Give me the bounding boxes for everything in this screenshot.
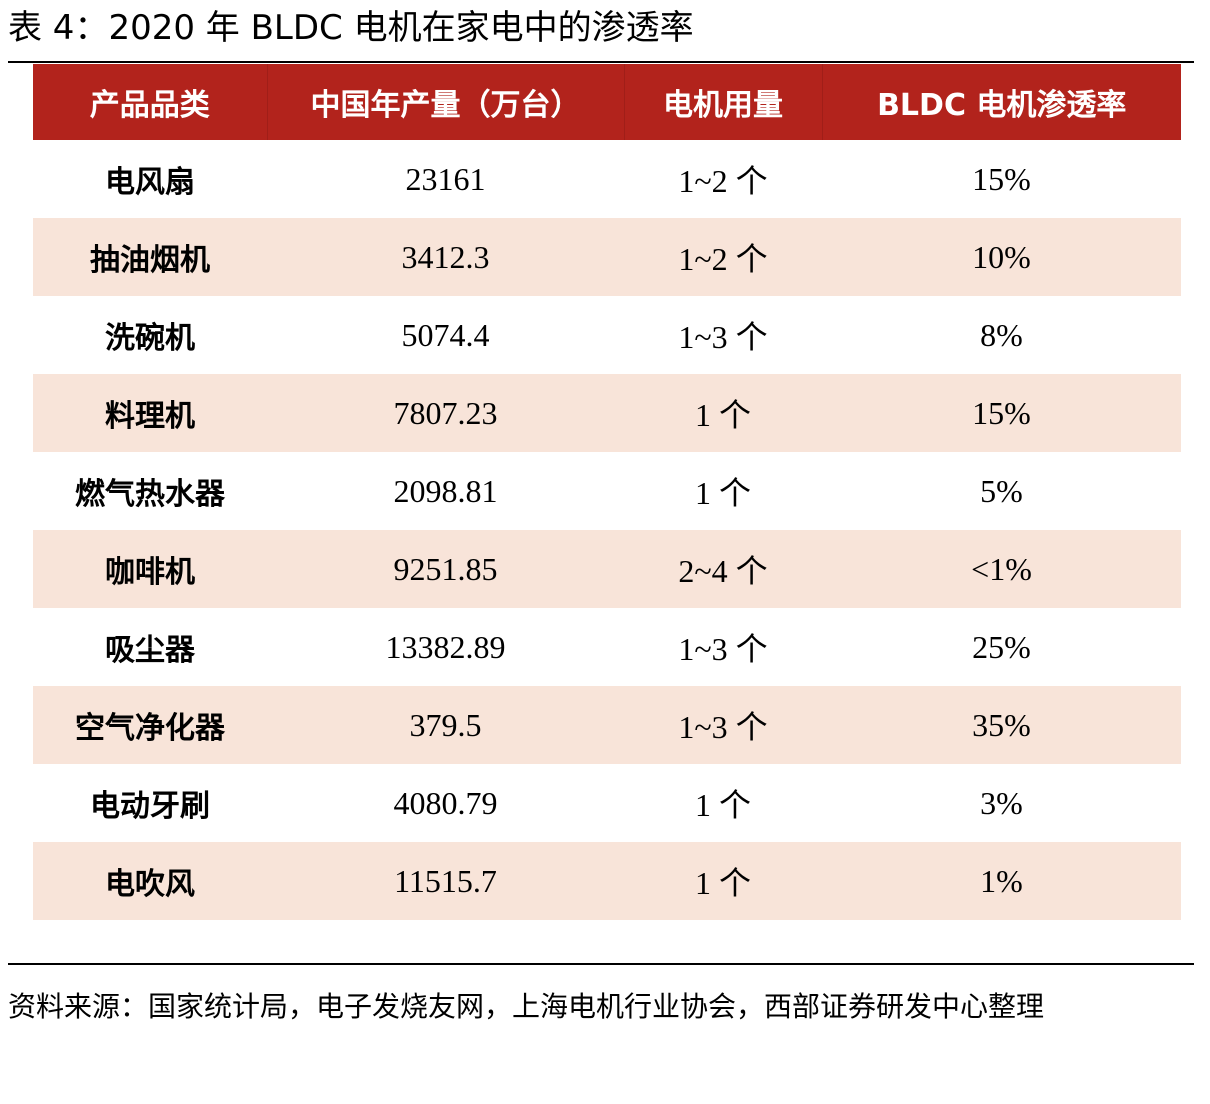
cell-output: 5074.4 <box>401 316 490 353</box>
cell-category: 燃气热水器 <box>75 477 225 512</box>
cell-category: 电风扇 <box>105 165 195 200</box>
cell-category: 咖啡机 <box>33 530 267 608</box>
cell-output: 11515.7 <box>267 842 624 920</box>
cell-category: 抽油烟机 <box>33 218 267 296</box>
cell-penetration: 1% <box>822 842 1181 920</box>
cell-output: 13382.89 <box>385 628 506 665</box>
cell-motor-count: 1 个 <box>694 787 751 823</box>
cell-category: 空气净化器 <box>33 686 267 764</box>
cell-output: 9251.85 <box>267 530 624 608</box>
cell-motor-count: 1~3 个 <box>678 631 768 667</box>
cell-category: 电吹风 <box>33 842 267 920</box>
top-rule <box>8 61 1194 63</box>
header-category: 产品品类 <box>33 64 267 140</box>
cell-motor-count: 1~2 个 <box>678 163 768 199</box>
cell-penetration: 25% <box>972 628 1031 665</box>
table-caption: 表 4：2020 年 BLDC 电机在家电中的渗透率 <box>8 8 694 48</box>
header-motor-count: 电机用量 <box>623 64 822 140</box>
cell-penetration: 3% <box>980 784 1023 821</box>
table-header-row: 产品品类 中国年产量（万台） 电机用量 BLDC 电机渗透率 <box>33 64 1181 140</box>
table-row: 电风扇 23161 1~2 个 15% <box>33 140 1181 218</box>
cell-motor-count: 1~3 个 <box>624 686 822 764</box>
cell-output: 2098.81 <box>393 472 498 509</box>
cell-motor-count: 1~2 个 <box>624 218 822 296</box>
table-row: 空气净化器 379.5 1~3 个 35% <box>33 686 1181 764</box>
cell-penetration: 35% <box>822 686 1181 764</box>
table-row: 燃气热水器 2098.81 1 个 5% <box>33 452 1181 530</box>
cell-motor-count: 2~4 个 <box>624 530 822 608</box>
cell-penetration: 8% <box>980 316 1023 353</box>
table-row: 电动牙刷 4080.79 1 个 3% <box>33 764 1181 842</box>
cell-output: 3412.3 <box>267 218 624 296</box>
cell-output: 7807.23 <box>267 374 624 452</box>
table-row: 吸尘器 13382.89 1~3 个 25% <box>33 608 1181 686</box>
cell-category: 料理机 <box>33 374 267 452</box>
source-note: 资料来源：国家统计局，电子发烧友网，上海电机行业协会，西部证券研发中心整理 <box>8 990 1045 1023</box>
cell-category: 电动牙刷 <box>90 789 210 824</box>
cell-penetration: <1% <box>822 530 1181 608</box>
cell-output: 23161 <box>405 160 486 197</box>
cell-penetration: 15% <box>972 160 1031 197</box>
cell-penetration: 5% <box>980 472 1023 509</box>
cell-motor-count: 1~3 个 <box>678 319 768 355</box>
header-penetration: BLDC 电机渗透率 <box>821 64 1181 140</box>
cell-output: 4080.79 <box>393 784 498 821</box>
bottom-rule <box>8 963 1194 965</box>
table-row: 洗碗机 5074.4 1~3 个 8% <box>33 296 1181 374</box>
cell-output: 379.5 <box>267 686 624 764</box>
cell-motor-count: 1 个 <box>694 475 751 511</box>
cell-penetration: 10% <box>822 218 1181 296</box>
cell-penetration: 15% <box>822 374 1181 452</box>
table-row: 咖啡机 9251.85 2~4 个 <1% <box>33 530 1181 608</box>
table-row: 料理机 7807.23 1 个 15% <box>33 374 1181 452</box>
cell-motor-count: 1 个 <box>624 374 822 452</box>
table-row: 抽油烟机 3412.3 1~2 个 10% <box>33 218 1181 296</box>
cell-motor-count: 1 个 <box>624 842 822 920</box>
cell-category: 洗碗机 <box>105 321 195 356</box>
header-output: 中国年产量（万台） <box>266 64 624 140</box>
cell-category: 吸尘器 <box>105 633 195 668</box>
table-row: 电吹风 11515.7 1 个 1% <box>33 842 1181 920</box>
penetration-table: 产品品类 中国年产量（万台） 电机用量 BLDC 电机渗透率 电风扇 23161… <box>33 64 1181 920</box>
